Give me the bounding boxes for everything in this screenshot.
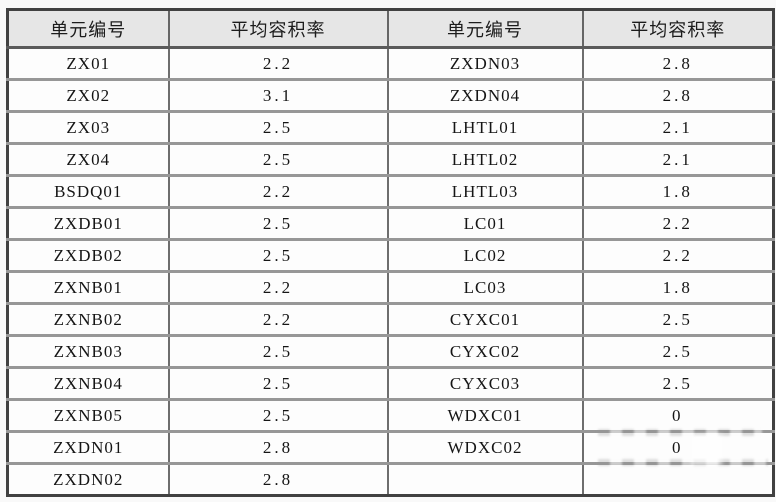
unit-id-cell: ZXDB01 (7, 206, 169, 240)
unit-id-cell: LHTL01 (386, 110, 583, 144)
plot-ratio-cell: 2.2 (581, 206, 774, 240)
plot-ratio-cell: 3.1 (167, 78, 388, 112)
plot-ratio-cell: 2.5 (167, 366, 388, 400)
table-body: ZX01 2.2 ZXDN03 2.8 ZX02 3.1 ZXDN04 2.8 ZX03 2.5 L… (7, 46, 774, 496)
plot-ratio-cell: 2.2 (167, 270, 388, 304)
table-row: ZXNB02 2.2 CYXC01 2.5 (7, 302, 774, 336)
unit-id-cell: LC01 (386, 206, 583, 240)
plot-ratio-cell: 1.8 (581, 270, 774, 304)
unit-id-cell: CYXC02 (386, 334, 583, 368)
unit-id-cell: ZXNB01 (7, 270, 169, 304)
plot-ratio-cell: 2.8 (581, 78, 774, 112)
plot-ratio-cell (581, 462, 774, 496)
table-row: ZX01 2.2 ZXDN03 2.8 (7, 46, 774, 80)
unit-id-cell: LC02 (386, 238, 583, 272)
header-unit-id-right: 单元编号 (386, 9, 583, 49)
unit-id-cell: LHTL02 (386, 142, 583, 176)
header-plot-ratio-right: 平均容积率 (581, 9, 774, 49)
plot-ratio-cell: 2.2 (167, 46, 388, 80)
plot-ratio-cell: 0 (581, 398, 774, 432)
plot-ratio-cell: 2.5 (167, 142, 388, 176)
unit-id-cell: LHTL03 (386, 174, 583, 208)
unit-id-cell: ZX03 (7, 110, 169, 144)
unit-id-cell: WDXC02 (386, 430, 583, 464)
plot-ratio-cell: 2.2 (581, 238, 774, 272)
unit-id-cell: WDXC01 (386, 398, 583, 432)
plot-ratio-cell: 2.5 (581, 302, 774, 336)
watermark-smudge-box (692, 434, 722, 466)
table-row: ZXNB03 2.5 CYXC02 2.5 (7, 334, 774, 368)
unit-id-cell (386, 462, 583, 496)
table-row: ZXDB02 2.5 LC02 2.2 (7, 238, 774, 272)
plot-ratio-cell: 2.5 (167, 110, 388, 144)
plot-ratio-cell: 2.5 (167, 334, 388, 368)
table-row: ZX02 3.1 ZXDN04 2.8 (7, 78, 774, 112)
unit-id-cell: ZX01 (7, 46, 169, 80)
unit-id-cell: ZXDN03 (386, 46, 583, 80)
unit-id-cell: ZXDB02 (7, 238, 169, 272)
header-plot-ratio-left: 平均容积率 (167, 9, 388, 49)
unit-id-cell: ZXNB03 (7, 334, 169, 368)
table-row: ZXDN02 2.8 (7, 462, 774, 496)
unit-id-cell: ZXNB05 (7, 398, 169, 432)
table-row: ZXNB04 2.5 CYXC03 2.5 (7, 366, 774, 400)
unit-id-cell: ZXDN01 (7, 430, 169, 464)
plot-ratio-cell: 2.8 (167, 462, 388, 496)
unit-id-cell: CYXC01 (386, 302, 583, 336)
unit-id-cell: BSDQ01 (7, 174, 169, 208)
table-row: ZX03 2.5 LHTL01 2.1 (7, 110, 774, 144)
watermark-smudge-bottom (598, 459, 768, 466)
plot-ratio-cell: 2.5 (167, 398, 388, 432)
table-row: ZXNB05 2.5 WDXC01 0 (7, 398, 774, 432)
unit-id-cell: ZXNB02 (7, 302, 169, 336)
plot-ratio-cell: 2.5 (167, 238, 388, 272)
unit-id-cell: ZXNB04 (7, 366, 169, 400)
plot-ratio-cell: 2.1 (581, 110, 774, 144)
plot-ratio-cell: 2.5 (581, 366, 774, 400)
plot-ratio-cell: 2.5 (581, 334, 774, 368)
plot-ratio-table: 单元编号 平均容积率 单元编号 平均容积率 ZX01 2.2 ZXDN03 2.8 ZX… (6, 8, 775, 497)
unit-id-cell: ZXDN04 (386, 78, 583, 112)
unit-id-cell: ZXDN02 (7, 462, 169, 496)
plot-ratio-cell: 2.5 (167, 206, 388, 240)
table-header: 单元编号 平均容积率 单元编号 平均容积率 (7, 9, 774, 49)
plot-ratio-cell: 2.2 (167, 302, 388, 336)
unit-id-cell: LC03 (386, 270, 583, 304)
unit-id-cell: ZX02 (7, 78, 169, 112)
plot-ratio-cell: 2.2 (167, 174, 388, 208)
unit-id-cell: ZX04 (7, 142, 169, 176)
table-row: ZXDB01 2.5 LC01 2.2 (7, 206, 774, 240)
plot-ratio-cell: 1.8 (581, 174, 774, 208)
table-row: ZXNB01 2.2 LC03 1.8 (7, 270, 774, 304)
header-unit-id-left: 单元编号 (7, 9, 169, 49)
table-row: ZX04 2.5 LHTL02 2.1 (7, 142, 774, 176)
plot-ratio-cell: 2.8 (581, 46, 774, 80)
watermark-smudge-top (598, 429, 762, 436)
plot-ratio-cell: 2.8 (167, 430, 388, 464)
table-row: BSDQ01 2.2 LHTL03 1.8 (7, 174, 774, 208)
header-row: 单元编号 平均容积率 单元编号 平均容积率 (7, 9, 774, 49)
plot-ratio-cell: 2.1 (581, 142, 774, 176)
unit-id-cell: CYXC03 (386, 366, 583, 400)
